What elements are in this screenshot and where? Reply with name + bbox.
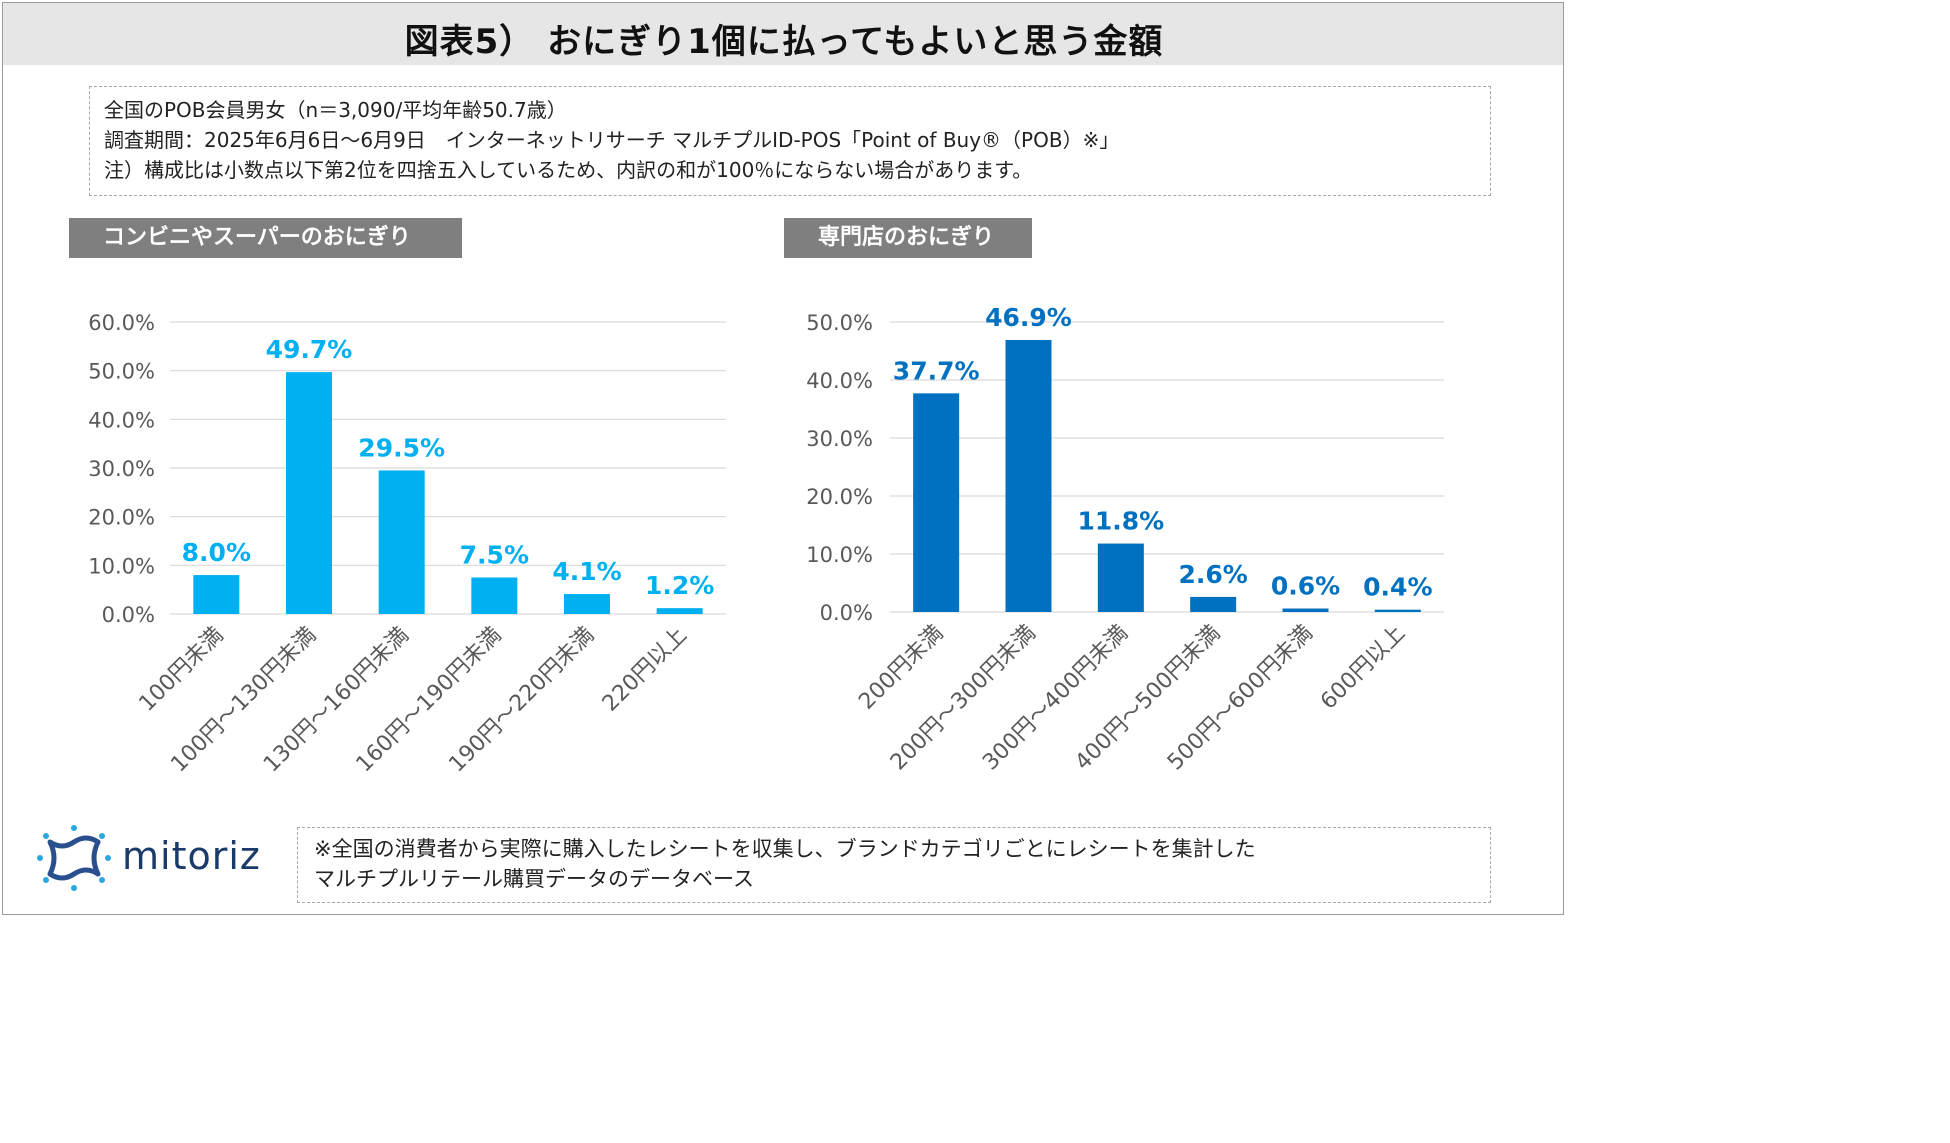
bar: [1374, 609, 1421, 612]
data-label: 0.6%: [1271, 572, 1340, 601]
data-label: 8.0%: [182, 538, 251, 567]
y-tick-label: 20.0%: [806, 485, 873, 509]
bar: [1097, 543, 1144, 612]
note-line-2: 調査期間：2025年6月6日～6月9日 インターネットリサーチ マルチプルID-…: [104, 128, 1120, 152]
data-label: 37.7%: [893, 356, 980, 385]
note-line-3: 注）構成比は小数点以下第2位を四捨五入しているため、内訳の和が100％にならない…: [104, 158, 1033, 182]
bar: [1282, 608, 1329, 612]
mitoriz-logo: mitoriz: [34, 822, 284, 894]
logo-wordmark: mitoriz: [122, 834, 261, 878]
survey-note-box: 全国のPOB会員男女（n＝3,090/平均年齢50.7歳） 調査期間：2025年…: [89, 86, 1491, 196]
title-band: [3, 3, 1563, 65]
outer-frame: [2, 2, 1564, 915]
bar: [286, 372, 332, 614]
footnote-box: ※全国の消費者から実際に購入したレシートを収集し、ブランドカテゴリごとにレシート…: [297, 827, 1491, 903]
y-tick-label: 10.0%: [806, 543, 873, 567]
chart-convenience: 0.0%10.0%20.0%30.0%40.0%50.0%60.0%8.0%10…: [88, 311, 726, 777]
y-tick-label: 0.0%: [102, 603, 155, 627]
note-line-1: 全国のPOB会員男女（n＝3,090/平均年齢50.7歳）: [104, 98, 567, 122]
data-label: 0.4%: [1363, 573, 1432, 602]
bar: [564, 594, 610, 614]
footnote-line-2: マルチプルリテール購買データのデータベース: [314, 867, 754, 891]
data-label: 7.5%: [460, 541, 529, 570]
logo-mark-icon: [37, 825, 111, 891]
y-tick-label: 30.0%: [806, 427, 873, 451]
data-label: 49.7%: [266, 335, 353, 364]
y-tick-label: 0.0%: [820, 601, 873, 625]
data-label: 11.8%: [1077, 507, 1164, 536]
data-label: 2.6%: [1178, 560, 1247, 589]
page-title: 図表5） おにぎり1個に払ってもよいと思う金額: [404, 22, 1164, 62]
data-label: 1.2%: [645, 571, 714, 600]
y-tick-label: 50.0%: [88, 360, 155, 384]
y-tick-label: 50.0%: [806, 311, 873, 335]
bar: [471, 577, 518, 614]
y-tick-label: 10.0%: [88, 554, 155, 578]
chart-title-convenience: コンビニやスーパーのおにぎり: [69, 218, 462, 258]
data-label: 4.1%: [552, 557, 621, 586]
bar: [913, 393, 960, 612]
footnote-line-1: ※全国の消費者から実際に購入したレシートを収集し、ブランドカテゴリごとにレシート…: [314, 837, 1256, 861]
y-tick-label: 20.0%: [88, 506, 155, 530]
y-tick-label: 40.0%: [806, 369, 873, 393]
bar: [656, 608, 703, 614]
data-label: 29.5%: [358, 433, 445, 462]
x-tick-label: 600円以上: [1316, 621, 1410, 715]
bar: [1005, 339, 1052, 612]
bar: [1190, 596, 1237, 612]
bar: [193, 575, 240, 614]
chart-specialty: 0.0% 10.0% 20.0% 30.0% 40.0% 50.0% 37.7% 200円未満…: [806, 303, 1444, 775]
y-tick-label: 30.0%: [88, 457, 155, 481]
y-tick-label: 40.0%: [88, 408, 155, 432]
data-label: 46.9%: [985, 303, 1072, 332]
bar: [378, 470, 425, 614]
y-tick-label: 60.0%: [88, 311, 155, 335]
chart-title-specialty: 専門店のおにぎり: [784, 218, 1032, 258]
x-tick-label: 200円未満: [854, 621, 948, 715]
